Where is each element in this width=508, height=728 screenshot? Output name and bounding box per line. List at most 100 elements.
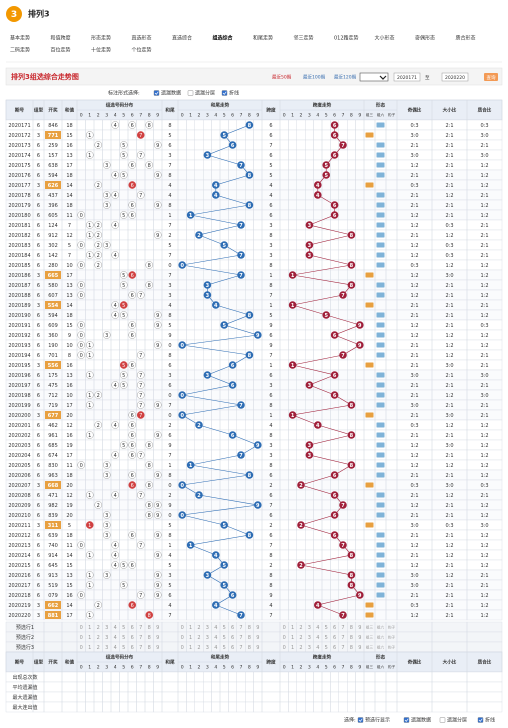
nav-link[interactable]: 基本走势 (10, 35, 30, 42)
preselect-digit[interactable]: 0 (80, 645, 83, 651)
preselect-digit[interactable]: 9 (156, 635, 159, 641)
preselect-digit[interactable]: 0 (80, 625, 83, 631)
preselect-digit[interactable]: 7 (341, 625, 344, 631)
preselect-shape[interactable]: 组六 (377, 624, 385, 629)
nav-link[interactable]: 百位走势 (51, 47, 71, 54)
preselect-digit[interactable]: 5 (122, 645, 125, 651)
preselect-digit[interactable]: 1 (88, 645, 91, 651)
preselect-digit[interactable]: 1 (291, 635, 294, 641)
nav-link[interactable]: 大小形态 (375, 35, 395, 42)
preselect-shape[interactable]: 豹子 (388, 644, 396, 649)
preselect-digit[interactable]: 3 (105, 635, 108, 641)
preselect-digit[interactable]: 4 (316, 625, 319, 631)
range-link[interactable]: 最近50期 (272, 74, 292, 81)
preselect-digit[interactable]: 4 (214, 635, 217, 641)
checkbox[interactable] (439, 717, 446, 723)
range-link[interactable]: 最近100期 (303, 74, 326, 81)
preselect-digit[interactable]: 1 (291, 645, 294, 651)
query-label[interactable]: 查询 (487, 74, 496, 81)
preselect-digit[interactable]: 7 (341, 645, 344, 651)
preselect-digit[interactable]: 1 (189, 635, 192, 641)
preselect-digit[interactable]: 8 (350, 645, 353, 651)
checkbox[interactable] (187, 90, 194, 96)
preselect-digit[interactable]: 5 (223, 635, 226, 641)
nav-link[interactable]: 个位走势 (132, 47, 152, 54)
preselect-digit[interactable]: 7 (341, 635, 344, 641)
preselect-digit[interactable]: 5 (223, 625, 226, 631)
preselect-digit[interactable]: 4 (214, 625, 217, 631)
preselect-digit[interactable]: 3 (308, 635, 311, 641)
preselect-digit[interactable]: 7 (239, 645, 242, 651)
to-box[interactable] (441, 72, 469, 82)
preselect-digit[interactable]: 7 (239, 625, 242, 631)
preselect-digit[interactable]: 7 (139, 625, 142, 631)
preselect-digit[interactable]: 4 (214, 645, 217, 651)
nav-link[interactable]: 质合形态 (456, 35, 476, 42)
select-box[interactable] (359, 72, 389, 82)
preselect-shape[interactable]: 组三 (366, 624, 374, 629)
preselect-digit[interactable]: 6 (333, 625, 336, 631)
checkbox-label[interactable]: 折线 (485, 717, 495, 724)
preselect-digit[interactable]: 9 (156, 645, 159, 651)
preselect-shape[interactable]: 组三 (366, 634, 374, 639)
preselect-digit[interactable]: 6 (333, 645, 336, 651)
preselect-digit[interactable]: 3 (206, 645, 209, 651)
preselect-shape[interactable]: 组三 (366, 644, 374, 649)
preselect-digit[interactable]: 0 (283, 625, 286, 631)
preselect-digit[interactable]: 4 (316, 645, 319, 651)
preselect-digit[interactable]: 5 (223, 645, 226, 651)
checkbox[interactable] (357, 717, 364, 723)
preselect-digit[interactable]: 8 (148, 625, 151, 631)
preselect-digit[interactable]: 6 (333, 635, 336, 641)
preselect-digit[interactable]: 5 (122, 635, 125, 641)
checkbox-label[interactable]: 预选行显示 (365, 717, 390, 724)
preselect-digit[interactable]: 9 (256, 645, 259, 651)
preselect-digit[interactable]: 3 (105, 625, 108, 631)
preselect-shape[interactable]: 豹子 (388, 634, 396, 639)
preselect-digit[interactable]: 6 (131, 635, 134, 641)
preselect-digit[interactable]: 1 (291, 625, 294, 631)
nav-link[interactable]: 邻三走势 (294, 35, 314, 42)
nav-link[interactable]: 组选综合 (213, 35, 234, 42)
preselect-digit[interactable]: 1 (189, 625, 192, 631)
preselect-digit[interactable]: 8 (350, 625, 353, 631)
preselect-digit[interactable]: 6 (131, 645, 134, 651)
checkbox-label[interactable]: 遗漏数据 (161, 90, 181, 97)
preselect-digit[interactable]: 1 (189, 645, 192, 651)
preselect-digit[interactable]: 3 (105, 645, 108, 651)
preselect-digit[interactable]: 6 (231, 635, 234, 641)
preselect-digit[interactable]: 7 (139, 645, 142, 651)
preselect-digit[interactable]: 2 (197, 625, 200, 631)
preselect-digit[interactable]: 9 (358, 635, 361, 641)
preselect-digit[interactable]: 7 (139, 635, 142, 641)
nav-link[interactable]: 十位走势 (91, 47, 111, 54)
preselect-digit[interactable]: 9 (256, 635, 259, 641)
preselect-digit[interactable]: 3 (308, 645, 311, 651)
preselect-digit[interactable]: 5 (325, 645, 328, 651)
nav-link[interactable]: 和值跨度 (51, 35, 71, 42)
preselect-digit[interactable]: 8 (248, 625, 251, 631)
preselect-digit[interactable]: 8 (148, 645, 151, 651)
nav-link[interactable]: 直选形态 (132, 35, 152, 42)
preselect-digit[interactable]: 6 (231, 625, 234, 631)
preselect-digit[interactable]: 5 (325, 635, 328, 641)
preselect-digit[interactable]: 2 (97, 625, 100, 631)
checkbox[interactable] (221, 90, 228, 96)
preselect-digit[interactable]: 2 (197, 645, 200, 651)
preselect-digit[interactable]: 2 (299, 645, 302, 651)
preselect-digit[interactable]: 8 (248, 645, 251, 651)
preselect-digit[interactable]: 4 (114, 625, 117, 631)
from-box[interactable] (393, 72, 421, 82)
preselect-digit[interactable]: 0 (283, 645, 286, 651)
preselect-digit[interactable]: 4 (316, 635, 319, 641)
checkbox-label[interactable]: 遗漏分层 (447, 717, 467, 724)
preselect-digit[interactable]: 1 (88, 635, 91, 641)
range-link[interactable]: 最近120期 (334, 74, 357, 81)
checkbox[interactable] (403, 717, 410, 723)
checkbox[interactable] (153, 90, 160, 96)
preselect-digit[interactable]: 6 (131, 625, 134, 631)
preselect-digit[interactable]: 3 (206, 635, 209, 641)
preselect-digit[interactable]: 7 (239, 635, 242, 641)
preselect-digit[interactable]: 9 (358, 645, 361, 651)
preselect-digit[interactable]: 2 (97, 635, 100, 641)
